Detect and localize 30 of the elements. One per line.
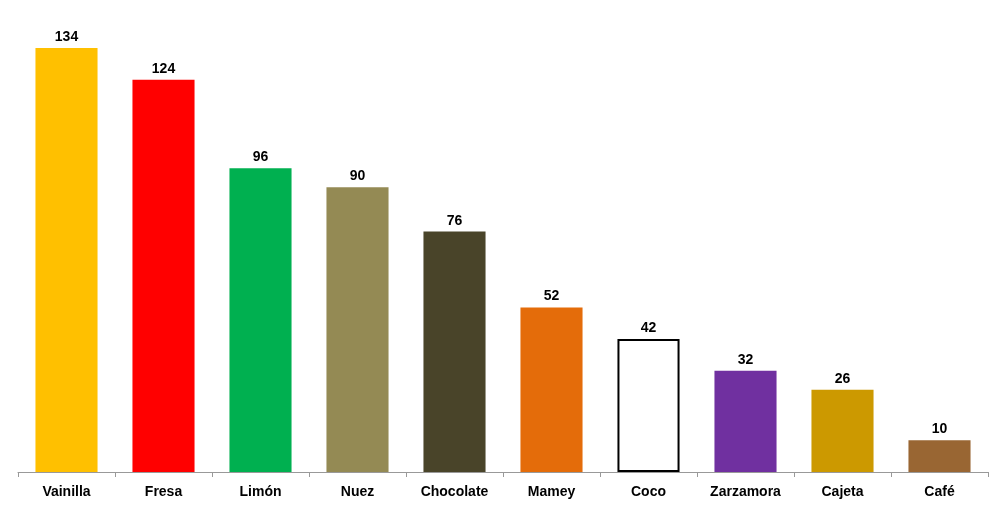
data-label: 42 xyxy=(640,319,657,336)
x-tick-label: Chocolate xyxy=(420,483,489,499)
x-tick-label: Zarzamora xyxy=(710,483,782,499)
bar xyxy=(714,370,777,472)
data-label: 26 xyxy=(834,369,851,386)
x-tick-label: Fresa xyxy=(144,483,183,499)
data-label: 90 xyxy=(349,167,366,184)
bar xyxy=(35,48,98,472)
x-tick-label: Cajeta xyxy=(821,483,864,499)
x-tick-label: Café xyxy=(924,483,955,499)
bar xyxy=(423,231,486,472)
bar xyxy=(520,307,583,472)
bar xyxy=(132,79,195,472)
x-tick-label: Limón xyxy=(239,483,282,499)
data-label: 52 xyxy=(543,287,560,304)
x-tick-label: Coco xyxy=(631,483,666,499)
bar xyxy=(908,440,971,472)
bar xyxy=(811,389,874,472)
data-label: 76 xyxy=(446,211,463,228)
x-tick-label: Nuez xyxy=(340,483,375,499)
bar xyxy=(326,187,389,472)
data-label: 32 xyxy=(737,350,754,367)
x-tick-label: Vainilla xyxy=(42,483,91,499)
bar xyxy=(229,168,292,472)
x-tick-label: Mamey xyxy=(527,483,576,499)
data-label: 96 xyxy=(252,148,269,165)
data-label: 134 xyxy=(54,28,79,44)
data-label: 10 xyxy=(931,420,948,437)
data-label: 124 xyxy=(151,59,176,76)
bar xyxy=(617,339,680,472)
